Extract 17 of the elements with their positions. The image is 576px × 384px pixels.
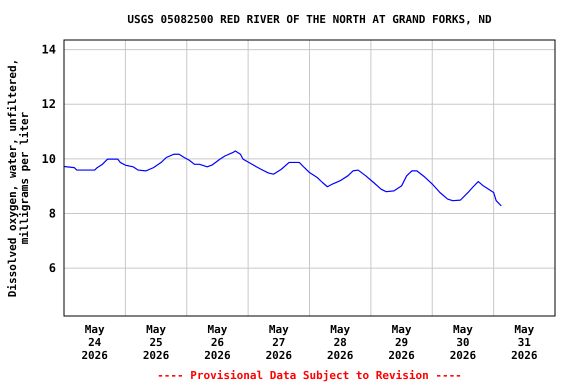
y-tick-label: 6 [48, 261, 56, 276]
text: ---- Provisional Data Subject to Revision ---- [157, 369, 462, 382]
y-tick-label: 12 [42, 97, 56, 112]
x-tick-label: May 29 2026 [388, 323, 416, 362]
y-tick-label: 10 [42, 152, 56, 166]
x-tick-label: May 24 2026 [81, 323, 108, 362]
x-tick-label: May 27 2026 [266, 323, 292, 362]
line-series [63, 150, 502, 206]
x-tick-label: May 31 2026 [511, 323, 538, 362]
x-tick-label: May 25 2026 [142, 323, 170, 362]
y-axis-title: Dissolved oxygen, water, unfiltered, milligrams per liter [6, 58, 31, 298]
y-tick-label: 14 [42, 42, 56, 57]
y-tick-label: 8 [48, 206, 56, 221]
x-tick-label: May 28 2026 [326, 323, 354, 362]
chart-title: USGS 05082500 RED RIVER OF THE NORTH AT GRAND FORKS, ND [127, 13, 492, 26]
x-tick-label: May 30 2026 [450, 323, 477, 362]
x-tick-label: May 26 2026 [204, 323, 232, 362]
